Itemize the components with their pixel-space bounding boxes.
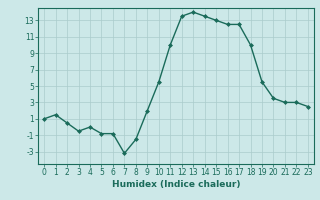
X-axis label: Humidex (Indice chaleur): Humidex (Indice chaleur) [112, 180, 240, 189]
